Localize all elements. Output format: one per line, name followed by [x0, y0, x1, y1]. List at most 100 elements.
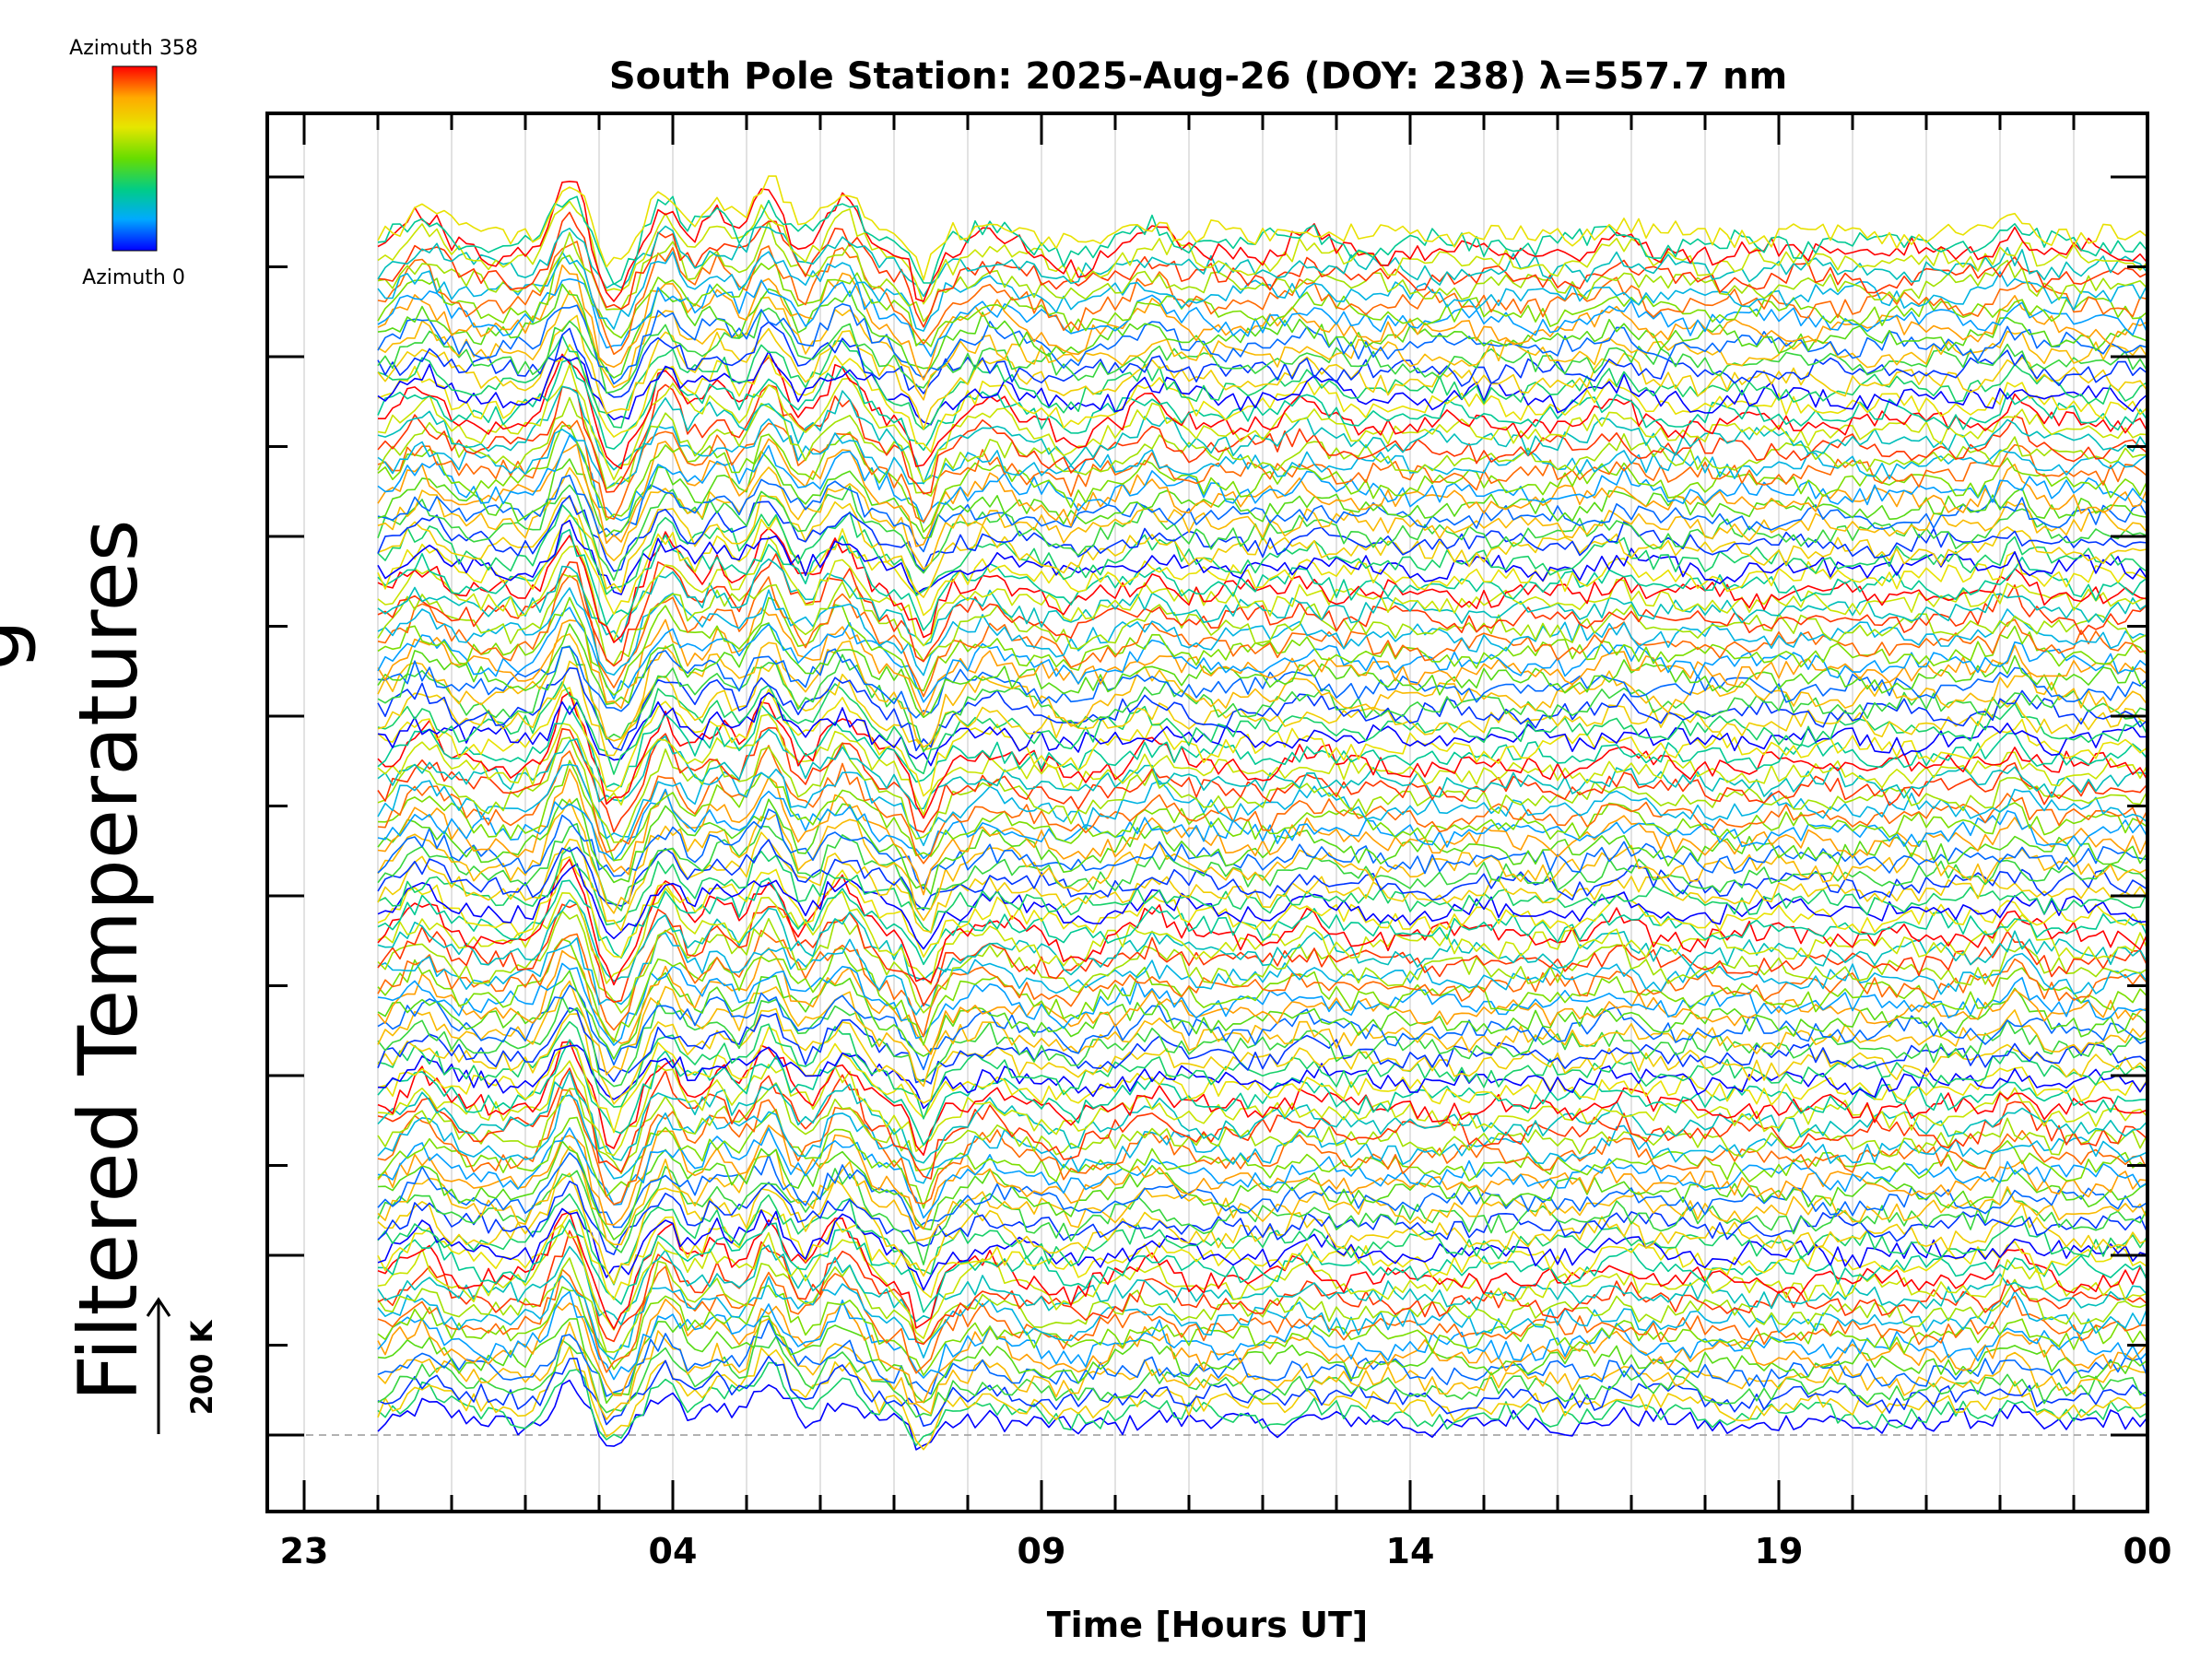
series-line — [377, 558, 2147, 646]
y-axis-label-partial: g — [0, 619, 38, 671]
series-line — [377, 396, 2147, 497]
series-line — [377, 1094, 2147, 1184]
series-line — [377, 418, 2147, 490]
series-line — [377, 466, 2147, 571]
series-line — [377, 863, 2147, 950]
series-line — [377, 251, 2147, 332]
series-line — [377, 932, 2147, 1016]
series-line — [377, 383, 2147, 495]
series-line — [377, 495, 2147, 572]
series-line — [377, 211, 2147, 328]
series-line — [377, 691, 2147, 819]
series-line — [377, 858, 2147, 986]
series-line — [377, 1108, 2147, 1209]
series-line — [377, 713, 2147, 816]
series-line — [377, 902, 2147, 1006]
x-tick-label: 19 — [1755, 1531, 1804, 1571]
series-line — [377, 277, 2147, 358]
series-line — [377, 434, 2147, 524]
series-line — [377, 283, 2147, 379]
series-line — [377, 1285, 2147, 1376]
series-line — [377, 996, 2147, 1088]
series-line — [377, 846, 2147, 934]
series-line — [377, 1379, 2147, 1451]
series-line — [377, 350, 2147, 426]
series-line — [377, 606, 2147, 703]
series-line — [377, 736, 2147, 843]
series-line — [377, 1165, 2147, 1265]
series-line — [377, 307, 2147, 394]
series-line — [377, 1007, 2147, 1105]
series-line — [377, 220, 2147, 323]
series-line — [377, 660, 2147, 757]
series-line — [377, 1275, 2147, 1360]
series-line — [377, 692, 2147, 767]
series-line — [377, 321, 2147, 398]
series-line — [377, 363, 2147, 483]
series-line — [377, 484, 2147, 582]
series-line — [377, 1180, 2147, 1255]
series-line — [377, 728, 2147, 810]
series-line — [377, 1335, 2147, 1418]
colorbar — [112, 65, 158, 252]
series-line — [377, 646, 2147, 719]
series-line — [377, 314, 2147, 430]
series-line — [377, 573, 2147, 666]
colorbar-legend: Azimuth 358 Azimuth 0 — [69, 37, 198, 289]
series-line — [377, 687, 2147, 797]
series-line — [377, 419, 2147, 523]
colorbar-bottom-label: Azimuth 0 — [82, 266, 185, 289]
series-line — [377, 1244, 2147, 1325]
plot-frame — [265, 112, 2149, 1513]
series-line — [377, 1208, 2147, 1300]
colorbar-top-label: Azimuth 358 — [69, 37, 198, 60]
chart-title: South Pole Station: 2025-Aug-26 (DOY: 23… — [609, 55, 1787, 98]
y-axis-label: Filtered Temperatures — [61, 519, 156, 1401]
series-line — [377, 1355, 2147, 1427]
series-line — [377, 1070, 2147, 1164]
series-line — [377, 1152, 2147, 1230]
series-line — [377, 877, 2147, 966]
series-line — [377, 1027, 2147, 1134]
series-line — [377, 1039, 2147, 1147]
x-tick-label: 23 — [280, 1531, 329, 1571]
series-line — [377, 514, 2147, 617]
series-line — [377, 303, 2147, 385]
series-line — [377, 745, 2147, 865]
x-tick-label: 00 — [2124, 1531, 2172, 1571]
axes — [265, 112, 2149, 1513]
x-tick-label: 09 — [1018, 1531, 1066, 1571]
series-line — [377, 1006, 2147, 1085]
series-line — [377, 553, 2147, 667]
series-line — [377, 344, 2147, 453]
series-line — [377, 424, 2147, 533]
scale-bar-label: 200 K — [184, 1319, 219, 1415]
series-line — [377, 759, 2147, 862]
series-line — [377, 1318, 2147, 1420]
series-line — [377, 1207, 2147, 1291]
series-line — [377, 175, 2147, 281]
series-line — [377, 519, 2147, 595]
series-line — [377, 527, 2147, 643]
series-line — [377, 798, 2147, 922]
series-line — [377, 1041, 2147, 1156]
series-line — [377, 241, 2147, 356]
series-line — [377, 1290, 2147, 1381]
series-line — [377, 1218, 2147, 1313]
series-line — [377, 929, 2147, 1038]
x-tick-label: 04 — [649, 1531, 698, 1571]
series-line — [377, 938, 2147, 1046]
series-line — [377, 607, 2147, 716]
scale-bar: 200 K — [146, 1297, 219, 1434]
series-line — [377, 1088, 2147, 1206]
x-tick-labels: 23 04 09 14 19 00 — [280, 1531, 2172, 1571]
series-line — [377, 1082, 2147, 1174]
series-line — [377, 574, 2147, 698]
series-line — [377, 1127, 2147, 1219]
series-line — [377, 596, 2147, 696]
scale-bar-arrowhead — [146, 1297, 171, 1317]
series-line — [377, 1140, 2147, 1241]
series-line — [377, 1224, 2147, 1339]
series-line — [377, 726, 2147, 833]
